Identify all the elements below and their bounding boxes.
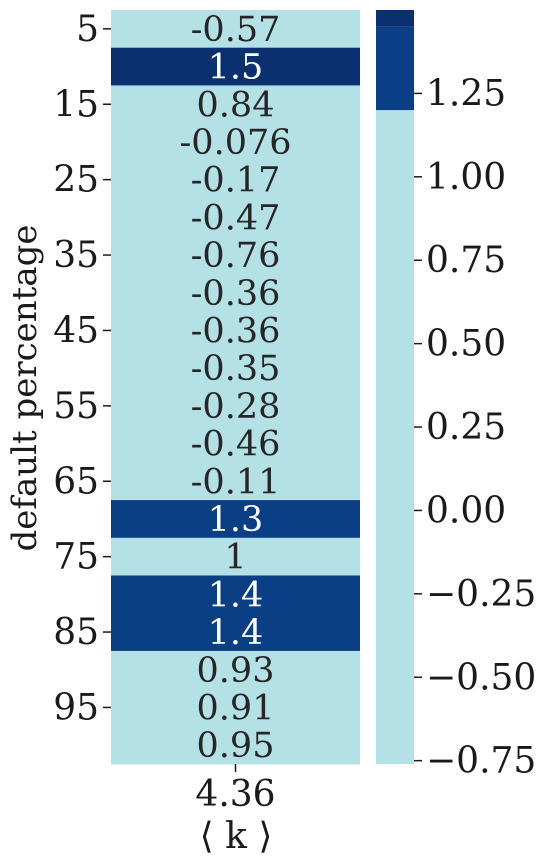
cell-value-label: 1 xyxy=(224,538,246,578)
heatmap-cell xyxy=(111,10,360,49)
y-tick-label: 65 xyxy=(53,461,99,502)
cell-value-label: -0.076 xyxy=(179,123,291,163)
colorbar: 1.25 1.00 0.75 0.50 0.25 0.00 −0.25 −0.50 −0.75 xyxy=(376,10,536,782)
y-tick-label: 35 xyxy=(53,235,99,276)
cell-value-label: 1.4 xyxy=(208,575,264,615)
cell-value-label: -0.46 xyxy=(191,425,281,465)
heatmap-cells xyxy=(111,10,360,765)
heatmap-cell xyxy=(111,424,360,463)
colorbar-tick-label: 0.75 xyxy=(426,240,506,281)
heatmap-cell xyxy=(111,47,360,86)
heatmap-cell-labels: -0.571.50.84-0.076-0.17-0.47-0.76-0.36-0… xyxy=(179,10,291,766)
y-tick-label: 55 xyxy=(53,386,99,427)
y-tick-label: 15 xyxy=(53,84,99,125)
y-axis-label: default percentage xyxy=(5,224,45,551)
y-tick-label: 5 xyxy=(76,9,99,50)
colorbar-tick-label: −0.50 xyxy=(426,657,536,698)
colorbar-tick-label: 1.25 xyxy=(426,73,506,114)
cell-value-label: -0.11 xyxy=(191,462,281,502)
heatmap-cell xyxy=(111,688,360,727)
cell-value-label: 0.93 xyxy=(197,651,275,691)
heatmap-cell xyxy=(111,349,360,388)
colorbar-tick-label: 0.00 xyxy=(426,490,506,531)
y-tick-label: 85 xyxy=(53,612,99,653)
heatmap-cell xyxy=(111,160,360,199)
heatmap-cell xyxy=(111,198,360,237)
heatmap-cell xyxy=(111,273,360,313)
cell-value-label: -0.36 xyxy=(191,311,281,351)
heatmap-cell xyxy=(111,387,360,426)
y-tick-label: 45 xyxy=(53,310,99,351)
heatmap-cell xyxy=(111,462,360,501)
heatmap-cell xyxy=(111,311,360,350)
cell-value-label: -0.28 xyxy=(191,387,281,427)
heatmap-cell xyxy=(111,123,360,162)
cell-value-label: 1.3 xyxy=(208,500,264,540)
heatmap-cell xyxy=(111,500,360,539)
heatmap-cell xyxy=(111,537,360,576)
y-tick-label: 25 xyxy=(53,160,99,201)
x-axis-ticks: 4.36 xyxy=(195,764,276,815)
colorbar-tick-label: 0.50 xyxy=(426,324,506,365)
x-tick-label: 4.36 xyxy=(195,774,275,815)
cell-value-label: -0.57 xyxy=(191,10,281,50)
cell-value-label: 0.84 xyxy=(197,85,275,125)
cell-value-label: -0.47 xyxy=(191,198,281,238)
heatmap-cell xyxy=(111,236,360,275)
colorbar-tick-label: −0.25 xyxy=(426,574,536,615)
heatmap-cell xyxy=(111,613,360,652)
cell-value-label: 1.5 xyxy=(208,48,264,88)
cell-value-label: 1.4 xyxy=(208,613,264,653)
cell-value-label: -0.17 xyxy=(191,161,281,201)
heatmap-cell xyxy=(111,650,360,690)
cell-value-label: -0.36 xyxy=(191,274,281,314)
y-tick-label: 75 xyxy=(53,537,99,578)
cell-value-label: -0.35 xyxy=(191,349,281,389)
heatmap-cell xyxy=(111,85,360,124)
cell-value-label: 0.91 xyxy=(197,688,275,728)
colorbar-segment-mid xyxy=(376,26,414,111)
cell-value-label: 0.95 xyxy=(197,726,275,766)
y-tick-label: 95 xyxy=(53,687,99,728)
cell-value-label: -0.76 xyxy=(191,236,281,276)
heatmap-cell xyxy=(111,575,360,614)
y-axis-ticks: 5 15 25 35 45 55 65 75 85 95 xyxy=(53,9,111,728)
colorbar-tick-label: 0.25 xyxy=(426,407,506,448)
heatmap-cell xyxy=(111,726,360,765)
colorbar-segment-light xyxy=(376,110,414,764)
colorbar-tick-label: 1.00 xyxy=(426,157,506,198)
x-axis-label: ⟨ k ⟩ xyxy=(200,816,273,857)
colorbar-segment-dark xyxy=(376,10,414,27)
colorbar-tick-label: −0.75 xyxy=(426,741,536,782)
